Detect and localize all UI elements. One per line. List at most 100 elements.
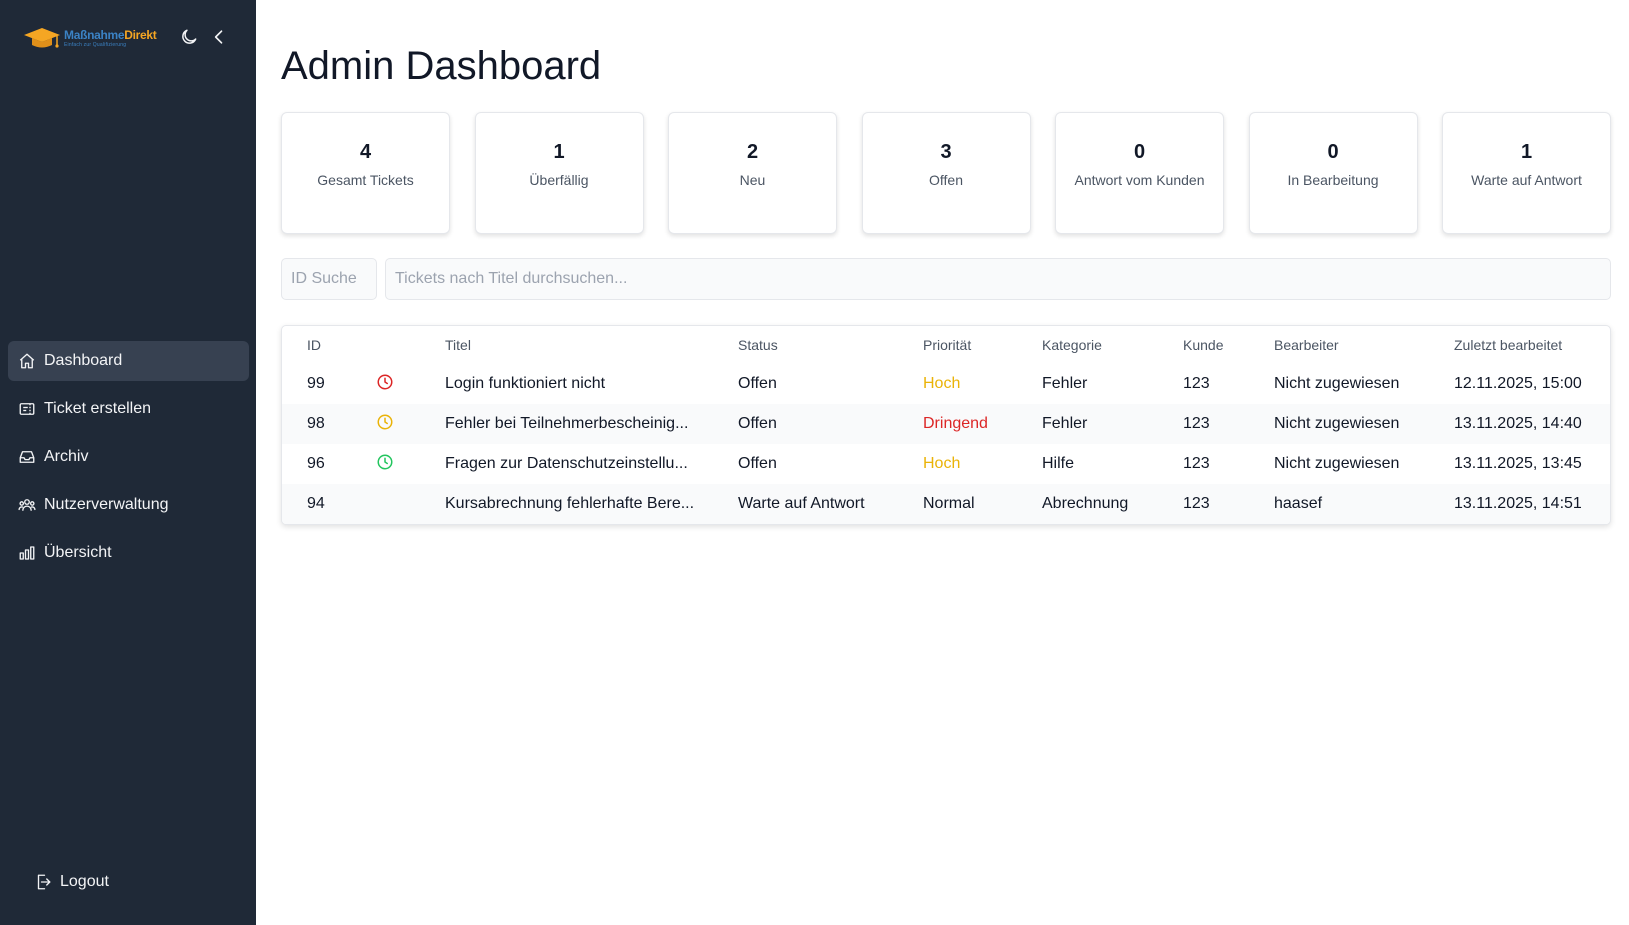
- cell-updated: 12.11.2025, 15:00: [1454, 375, 1582, 392]
- sidebar-item-archiv[interactable]: Archiv: [8, 437, 249, 477]
- cell-status: Offen: [738, 455, 777, 472]
- stat-card-in-bearbeitung[interactable]: 0 In Bearbeitung: [1248, 112, 1418, 234]
- sidebar-item-ticket-erstellen[interactable]: Ticket erstellen: [8, 389, 249, 429]
- stat-label: Gesamt Tickets: [317, 172, 414, 188]
- sidebar-item-label: Nutzerverwaltung: [44, 496, 169, 513]
- sidebar-nav: Dashboard Ticket erstellen Archiv Nutzer…: [8, 341, 249, 581]
- home-icon: [18, 352, 36, 370]
- chevron-left-icon: [214, 30, 223, 44]
- logo-name-part1: Maßnahme: [64, 28, 125, 42]
- cell-due-indicator: [376, 404, 445, 444]
- collapse-sidebar-button[interactable]: [208, 26, 230, 48]
- cell-assignee: haasef: [1274, 495, 1323, 512]
- header-status[interactable]: Status: [738, 337, 778, 353]
- stat-label: Offen: [929, 172, 963, 188]
- stat-card-gesamt[interactable]: 4 Gesamt Tickets: [281, 112, 450, 234]
- cell-customer: 123: [1183, 495, 1210, 512]
- stat-label: In Bearbeitung: [1287, 172, 1379, 188]
- cell-updated: 13.11.2025, 14:40: [1454, 415, 1582, 432]
- cell-priority: Dringend: [923, 415, 988, 432]
- table-row[interactable]: 99 Login funktioniert nicht Offen Hoch F…: [282, 364, 1610, 404]
- cell-assignee: Nicht zugewiesen: [1274, 455, 1400, 472]
- sidebar-item-label: Archiv: [44, 448, 89, 465]
- header-title[interactable]: Titel: [445, 337, 471, 353]
- page-title: Admin Dashboard: [281, 44, 602, 88]
- cell-priority: Normal: [923, 495, 975, 512]
- clock-icon: [377, 374, 393, 390]
- cell-id: 99: [307, 375, 325, 392]
- stat-value: 0: [1133, 141, 1146, 163]
- logo-wordmark: MaßnahmeDirekt Einfach zur Qualifizierun…: [64, 24, 164, 52]
- theme-toggle-button[interactable]: [178, 26, 200, 48]
- users-icon: [18, 496, 36, 514]
- stat-value: 2: [746, 141, 759, 163]
- stat-label: Antwort vom Kunden: [1074, 172, 1205, 188]
- cell-due-indicator: [376, 364, 445, 404]
- header-updated[interactable]: Zuletzt bearbeitet: [1454, 337, 1563, 353]
- header-customer[interactable]: Kunde: [1183, 337, 1224, 353]
- logout-button[interactable]: Logout: [34, 873, 109, 891]
- stat-label: Warte auf Antwort: [1471, 172, 1582, 188]
- cell-title: Fehler bei Teilnehmerbescheinig...: [445, 415, 689, 432]
- app-logo[interactable]: MaßnahmeDirekt Einfach zur Qualifizierun…: [22, 24, 164, 52]
- cell-due-indicator: [376, 484, 445, 524]
- cell-updated: 13.11.2025, 14:51: [1454, 495, 1582, 512]
- table-row[interactable]: 98 Fehler bei Teilnehmerbescheinig... Of…: [282, 404, 1610, 444]
- stat-label: Überfällig: [529, 172, 589, 188]
- table-header-row: ID Titel Status Priorität Kategorie Kund…: [282, 326, 1610, 364]
- cell-priority: Hoch: [923, 455, 961, 472]
- stat-value: 4: [359, 141, 372, 163]
- cell-customer: 123: [1183, 375, 1210, 392]
- sidebar-item-dashboard[interactable]: Dashboard: [8, 341, 249, 381]
- cell-id: 94: [307, 495, 325, 512]
- sidebar-item-nutzerverwaltung[interactable]: Nutzerverwaltung: [8, 485, 249, 525]
- cell-id: 96: [307, 455, 325, 472]
- clock-icon: [377, 454, 393, 470]
- tickets-table: ID Titel Status Priorität Kategorie Kund…: [281, 325, 1611, 525]
- header-due-indicator: [376, 326, 445, 364]
- moon-icon: [182, 29, 197, 44]
- ticket-icon: [18, 400, 36, 418]
- header-priority[interactable]: Priorität: [923, 337, 972, 353]
- stats-row: 4 Gesamt Tickets 1 Überfällig 2 Neu 3 Of…: [281, 112, 1611, 234]
- bar-chart-icon: [18, 544, 36, 562]
- stat-card-antwort-vom-kunden[interactable]: 0 Antwort vom Kunden: [1055, 112, 1224, 234]
- clock-icon: [377, 414, 393, 430]
- cell-category: Hilfe: [1042, 455, 1075, 472]
- graduation-cap-icon: [24, 28, 60, 48]
- stat-card-offen[interactable]: 3 Offen: [861, 112, 1031, 234]
- logo-name-part2: Direkt: [124, 28, 157, 42]
- cell-status: Offen: [738, 415, 777, 432]
- cell-title: Login funktioniert nicht: [445, 375, 606, 392]
- cell-priority: Hoch: [923, 375, 961, 392]
- cell-category: Fehler: [1042, 415, 1088, 432]
- stat-value: 3: [940, 141, 952, 163]
- cell-due-indicator: [376, 444, 445, 484]
- header-assignee[interactable]: Bearbeiter: [1274, 337, 1339, 353]
- stat-value: 0: [1327, 141, 1339, 163]
- cell-title: Kursabrechnung fehlerhafte Bere...: [445, 495, 695, 512]
- sidebar-item-uebersicht[interactable]: Übersicht: [8, 533, 249, 573]
- header-category[interactable]: Kategorie: [1042, 337, 1102, 353]
- cell-category: Abrechnung: [1042, 495, 1129, 512]
- cell-status: Warte auf Antwort: [738, 495, 865, 512]
- sidebar-item-label: Ticket erstellen: [44, 400, 151, 417]
- cell-assignee: Nicht zugewiesen: [1274, 415, 1400, 432]
- table-row[interactable]: 96 Fragen zur Datenschutzeinstellu... Of…: [282, 444, 1610, 484]
- stat-label: Neu: [739, 172, 766, 188]
- cell-updated: 13.11.2025, 13:45: [1454, 455, 1582, 472]
- stat-card-warte-auf-antwort[interactable]: 1 Warte auf Antwort: [1442, 112, 1611, 234]
- logout-icon: [37, 874, 51, 890]
- header-id[interactable]: ID: [307, 337, 321, 353]
- stat-value: 1: [1520, 141, 1533, 163]
- inbox-icon: [18, 448, 36, 466]
- id-search-input[interactable]: [281, 258, 377, 300]
- cell-status: Offen: [738, 375, 777, 392]
- cell-id: 98: [307, 415, 325, 432]
- cell-customer: 123: [1183, 455, 1210, 472]
- title-search-input[interactable]: [385, 258, 1611, 300]
- stat-card-neu[interactable]: 2 Neu: [668, 112, 837, 234]
- stat-card-ueberfaellig[interactable]: 1 Überfällig: [474, 112, 644, 234]
- table-row[interactable]: 94 Kursabrechnung fehlerhafte Bere... Wa…: [282, 484, 1610, 524]
- stat-value: 1: [553, 141, 565, 163]
